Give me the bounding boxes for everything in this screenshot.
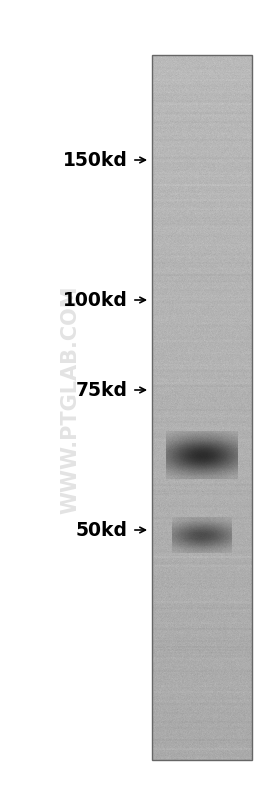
Text: 150kd: 150kd <box>63 150 128 169</box>
Text: 100kd: 100kd <box>63 291 128 309</box>
Bar <box>152 55 252 760</box>
Text: 75kd: 75kd <box>76 380 128 400</box>
Text: 50kd: 50kd <box>76 520 128 539</box>
Text: WWW.PTGLAB.COM: WWW.PTGLAB.COM <box>60 286 80 515</box>
